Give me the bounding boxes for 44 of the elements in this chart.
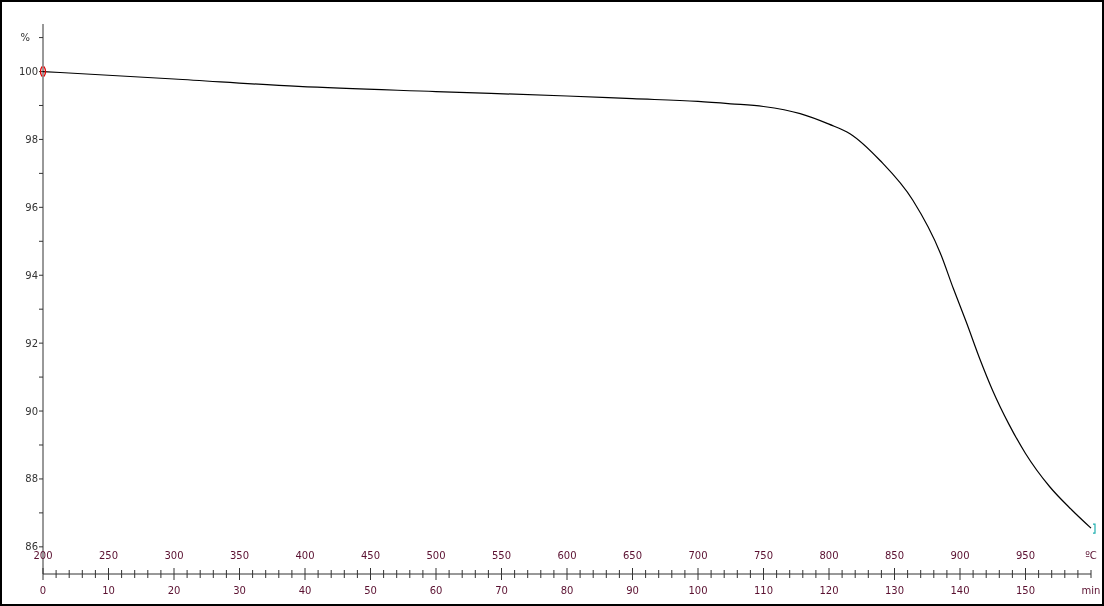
x-axis-title: min xyxy=(1081,585,1101,596)
x-tick-label: 70 xyxy=(495,585,508,596)
x2-tick-label: 700 xyxy=(688,550,708,561)
x2-tick-label: 950 xyxy=(1015,550,1036,561)
y-tick-label: 88 xyxy=(25,473,38,485)
x-tick-label: 150 xyxy=(1015,585,1036,596)
x-tick-label: 30 xyxy=(233,585,246,596)
x-tick-label: 80 xyxy=(560,585,574,596)
x2-tick-label: 900 xyxy=(950,550,970,561)
x2-tick-label: 750 xyxy=(753,550,774,561)
x2-tick-label: 550 xyxy=(491,550,512,561)
y-tick-label: 92 xyxy=(25,337,38,349)
x-tick-label: 90 xyxy=(626,585,639,596)
x2-tick-label: 500 xyxy=(426,550,446,561)
x-tick-label: 10 xyxy=(102,585,115,596)
x2-tick-label: 250 xyxy=(98,550,119,561)
x2-tick-label: 850 xyxy=(884,550,905,561)
y-axis-title: % xyxy=(20,31,30,43)
x2-tick-label: 800 xyxy=(819,550,839,561)
x-tick-label: 20 xyxy=(167,585,181,596)
y-tick-label: 90 xyxy=(25,405,38,417)
x-tick-label: 130 xyxy=(884,585,905,596)
y-tick-label: 98 xyxy=(25,133,38,145)
x-tick-label: 0 xyxy=(39,585,47,596)
x-tick-label: 50 xyxy=(364,585,377,596)
x2-tick-label: 400 xyxy=(295,550,315,561)
x2-tick-label: 600 xyxy=(557,550,577,561)
line-series xyxy=(42,70,1092,529)
x-tick-label: 40 xyxy=(298,585,312,596)
y-tick-label: 86 xyxy=(25,541,38,553)
y-tick-label: 100 xyxy=(18,66,38,78)
x2-tick-label: 350 xyxy=(229,550,250,561)
x2-axis-title: ºC xyxy=(1085,550,1097,561)
x-tick-label: 140 xyxy=(950,585,970,596)
x2-tick-label: 300 xyxy=(164,550,184,561)
x2-tick-label: 450 xyxy=(360,550,381,561)
x-tick-label: 60 xyxy=(429,585,443,596)
y-tick-label: 96 xyxy=(25,201,38,213)
x-tick-label: 100 xyxy=(688,585,708,596)
x2-tick-label: 650 xyxy=(622,550,643,561)
x-tick-label: 120 xyxy=(819,585,839,596)
y-tick-label: 94 xyxy=(25,269,38,281)
x2-tick-label: 200 xyxy=(33,550,53,561)
x-tick-label: 110 xyxy=(753,585,774,596)
